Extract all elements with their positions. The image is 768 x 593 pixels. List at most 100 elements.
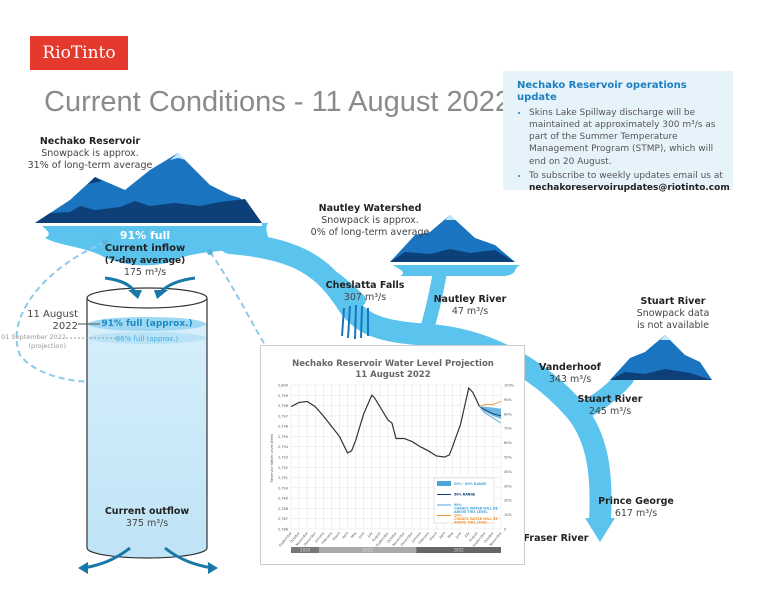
stuart-watershed-label: Stuart River Snowpack data is not availa… (625, 296, 721, 332)
snowpack-line: Snowpack is approx. (41, 148, 139, 159)
x-tick-label: May (350, 531, 357, 539)
y-tick-label: 2,793 (278, 456, 288, 460)
inflow-note: (7-day average) (104, 256, 186, 266)
x-tick-label: April (341, 531, 349, 539)
snowpack-line: is not available (636, 320, 710, 331)
legend-label: 20% - 80% RANGE (454, 482, 486, 486)
nautley-river-value: 47 m³/s (451, 306, 489, 317)
legend-label: 10% CHANCE WATER WILL BE ABOVE THIS LEVEL (454, 514, 498, 525)
year-label: 2020 (300, 548, 311, 553)
x-tick-label: August (468, 531, 479, 543)
projected-level-marker (88, 332, 206, 344)
nautley-river-label: Nautley River 47 m³/s (425, 294, 515, 318)
cheslatta-falls-name: Cheslatta Falls (325, 280, 405, 291)
projection-note: (projection) (28, 342, 66, 350)
projection-date: 01 September 2022 (1, 333, 66, 341)
inflow-label: Current inflow (104, 243, 186, 254)
current-level-label: 91% full (approx.) (101, 319, 193, 329)
y2-tick-label: 70% (504, 427, 512, 431)
nechako-reservoir-label: Nechako Reservoir Snowpack is approx. 31… (20, 136, 160, 172)
x-tick-label: March (429, 531, 439, 541)
arrow-heads (78, 290, 218, 574)
update-heading: Nechako Reservoir operations update (517, 80, 687, 104)
reservoir-outflow-branch (249, 239, 366, 306)
y-tick-label: 2,796 (278, 425, 288, 429)
x-tick-label: June (454, 531, 462, 540)
cheslatta-falls-label: Cheslatta Falls 307 m³/s (320, 280, 410, 304)
y-tick-label: 2,791 (278, 476, 288, 480)
year-bar (416, 547, 501, 553)
cheslatta-falls-value: 307 m³/s (343, 292, 387, 303)
x-tick-label: October (483, 531, 495, 544)
x-tick-label: August (371, 531, 382, 543)
cheslatta-falls-icon (341, 304, 369, 340)
vanderhoof-name: Vanderhoof (539, 362, 601, 373)
update-bullet: To subscribe to weekly updates email us … (529, 170, 730, 195)
x-tick-label: July (366, 531, 374, 539)
y2-tick-label: 90% (504, 398, 512, 402)
y2-tick-label: 40% (504, 470, 512, 474)
reservoir-full: 91% full (119, 229, 171, 242)
nautley-river-name: Nautley River (433, 294, 507, 305)
y-tick-label: 2,799 (278, 394, 288, 398)
nautley-watershed-label: Nautley Watershed Snowpack is approx. 0%… (310, 203, 430, 239)
subscribe-email-link[interactable]: nechakoreservoirupdates@riotinto.com (529, 183, 730, 194)
y2-tick-label: 10% (504, 513, 512, 517)
current-date-label: 11 August 2022 (18, 309, 78, 333)
y2-tick-label: 60% (504, 441, 512, 445)
snowpack-line: 0% of long-term average (310, 227, 430, 238)
inflow-value: 175 m³/s (123, 267, 167, 278)
nautley-river-stream (418, 265, 447, 342)
legend-label: 50% RANGE (454, 493, 475, 497)
x-tick-label: October (289, 531, 301, 544)
y-tick-label: 2,792 (278, 466, 288, 470)
legend-swatch (437, 481, 451, 486)
stuart-river-name: Stuart River (577, 394, 643, 405)
historical-level-line (290, 386, 481, 458)
nechako-mountain-icon (35, 153, 262, 226)
chart-title: Nechako Reservoir Water Level Projection (292, 359, 494, 369)
fraser-river-label: Fraser River (516, 533, 596, 545)
x-tick-label: January (410, 531, 422, 544)
reservoir-inflow-label: 91% full Current inflow (7-day average) … (90, 230, 200, 279)
rio-tinto-logo: RioTinto (30, 36, 128, 70)
subscribe-text: To subscribe to weekly updates email us … (529, 171, 723, 182)
y-tick-label: 2,788 (278, 507, 288, 511)
year-label: 2021 (363, 548, 374, 553)
legend-label: 90% CHANCE WATER WILL BE ABOVE THIS LEVEL (454, 503, 498, 514)
projected-level-label: 86% full (approx.) (115, 335, 179, 343)
snowpack-line: 31% of long-term average (27, 160, 153, 171)
vanderhoof-label: Vanderhoof 343 m³/s (530, 362, 610, 386)
outflow-label: Current outflow 375 m³/s (92, 506, 202, 530)
year-label: 2022 (454, 548, 465, 553)
y-tick-label: 2,786 (278, 528, 288, 532)
current-level-marker (88, 317, 206, 331)
y2-tick-label: 50% (504, 456, 512, 460)
y-tick-label: 2,800 (278, 384, 288, 388)
nechako-reservoir-name: Nechako Reservoir (39, 136, 141, 147)
prince-george-value: 617 m³/s (614, 508, 658, 519)
prince-george-name: Prince George (598, 496, 674, 507)
operations-update-box: Nechako Reservoir operations update Skin… (503, 71, 733, 193)
outflow-value: 375 m³/s (125, 518, 169, 529)
x-tick-label: May (447, 531, 454, 539)
fraser-river-name: Fraser River (523, 533, 589, 544)
stuart-river-stream (571, 369, 634, 421)
y2-tick-label: 20% (504, 499, 512, 503)
y-tick-label: 2,797 (278, 414, 288, 418)
page-title: Current Conditions - 11 August 2022 (44, 86, 511, 118)
update-bullet: Skins Lake Spillway discharge will be ma… (529, 107, 723, 168)
stuart-river-value: 245 m³/s (588, 406, 632, 417)
x-tick-label: October (386, 531, 398, 544)
x-tick-label: April (438, 531, 446, 539)
nautley-mountain-icon (390, 215, 520, 276)
prince-george-label: Prince George 617 m³/s (596, 496, 676, 520)
x-tick-label: March (332, 531, 342, 541)
y-tick-label: 2,789 (278, 497, 288, 501)
y2-tick-label: 80% (504, 412, 512, 416)
projection-date-label: 01 September 2022 (projection) (0, 333, 66, 351)
vanderhoof-value: 343 m³/s (548, 374, 592, 385)
water-level-chart: Nechako Reservoir Water Level Projection… (260, 345, 525, 565)
fraser-river-arrow (585, 518, 615, 542)
